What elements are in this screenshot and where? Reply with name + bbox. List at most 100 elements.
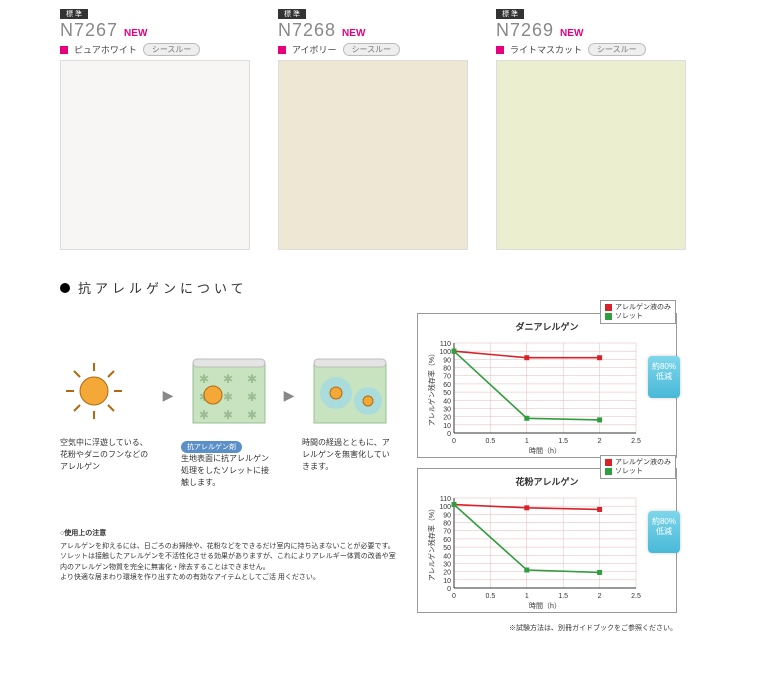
- svg-text:2.5: 2.5: [631, 593, 641, 600]
- new-badge: NEW: [124, 28, 147, 39]
- new-badge: NEW: [342, 28, 365, 39]
- svg-text:0: 0: [447, 586, 451, 593]
- svg-text:50: 50: [443, 545, 451, 552]
- svg-text:2: 2: [598, 438, 602, 445]
- notes-line: アレルゲンを抑えるには、日ごろのお掃除や、花粉などをできるだけ室内に持ち込まない…: [60, 542, 400, 553]
- legend-label: ソレット: [615, 467, 643, 476]
- swatch-image: [496, 60, 686, 250]
- diagram-step: ✱✱✱✱✱✱✱✱✱抗アレルゲン剤生地表面に抗アレルゲン処理をしたソレットに接触し…: [181, 353, 276, 489]
- diagram: 空気中に浮遊している、花粉やダニのフンなどのアレルゲン▶✱✱✱✱✱✱✱✱✱抗アレ…: [60, 353, 405, 489]
- swatch-code: N7269: [496, 20, 554, 41]
- pill-label: 抗アレルゲン剤: [181, 441, 242, 453]
- svg-text:30: 30: [443, 406, 451, 413]
- svg-text:0.5: 0.5: [486, 593, 496, 600]
- swatch-card: 標 準 N7267 NEW ピュアホワイト シースルー: [60, 8, 250, 250]
- swatch-tag: シースルー: [143, 43, 201, 56]
- usage-notes: ○使用上の注意 アレルゲンを抑えるには、日ごろのお掃除や、花粉などをできるだけ室…: [60, 529, 400, 584]
- diagram-caption: 空気中に浮遊している、花粉やダニのフンなどのアレルゲン: [60, 437, 155, 473]
- svg-text:70: 70: [443, 374, 451, 381]
- svg-text:30: 30: [443, 561, 451, 568]
- svg-text:40: 40: [443, 553, 451, 560]
- chart-legend: アレルゲン液のみソレット: [600, 300, 676, 324]
- svg-text:100: 100: [439, 349, 451, 356]
- chart-box: アレルゲン液のみソレット 花粉アレルゲン01020304050607080901…: [417, 468, 677, 613]
- color-square-icon: [60, 46, 68, 54]
- diagram-step: 時間の経過とともに、アレルゲンを無害化していきます。: [302, 353, 397, 473]
- svg-text:✱: ✱: [223, 408, 233, 422]
- diagram-step: 空気中に浮遊している、花粉やダニのフンなどのアレルゲン: [60, 353, 155, 473]
- svg-text:1: 1: [525, 438, 529, 445]
- swatch-card: 標 準 N7269 NEW ライトマスカット シースルー: [496, 8, 686, 250]
- svg-text:20: 20: [443, 415, 451, 422]
- svg-text:10: 10: [443, 578, 451, 585]
- swatch-card: 標 準 N7268 NEW アイボリー シースルー: [278, 8, 468, 250]
- arrow-icon: ▶: [161, 387, 175, 404]
- section-title: 抗アレルゲンについて: [60, 278, 727, 297]
- notes-line: より快適な居まわり環境を作り出すための有効なアイテムとしてご活 用ください。: [60, 573, 400, 584]
- chart-svg: 010203040506070809010011000.511.522.5アレル…: [424, 335, 644, 455]
- svg-text:80: 80: [443, 366, 451, 373]
- svg-text:0: 0: [447, 431, 451, 438]
- chart-footnote: ※試験方法は、別冊ガイドブックをご参照ください。: [417, 623, 677, 633]
- svg-text:2.5: 2.5: [631, 438, 641, 445]
- swatch-top-label: 標 準: [60, 9, 88, 19]
- swatch-tag: シースルー: [343, 43, 401, 56]
- reduction-badge: 約80%低減: [648, 356, 680, 398]
- svg-text:✱: ✱: [247, 408, 257, 422]
- swatch-code: N7268: [278, 20, 336, 41]
- legend-color-icon: [605, 468, 612, 475]
- swatch-top-label: 標 準: [496, 9, 524, 19]
- svg-text:1.5: 1.5: [558, 438, 568, 445]
- section-title-text: 抗アレルゲンについて: [78, 278, 248, 297]
- svg-text:50: 50: [443, 390, 451, 397]
- notes-title: ○使用上の注意: [60, 529, 400, 540]
- chart-svg: 010203040506070809010011000.511.522.5アレル…: [424, 490, 644, 610]
- svg-text:1.5: 1.5: [558, 593, 568, 600]
- chart-box: アレルゲン液のみソレット ダニアレルゲン01020304050607080901…: [417, 313, 677, 458]
- color-square-icon: [278, 46, 286, 54]
- diagram-caption: 時間の経過とともに、アレルゲンを無害化していきます。: [302, 437, 397, 473]
- chart-legend: アレルゲン液のみソレット: [600, 455, 676, 479]
- svg-text:✱: ✱: [247, 390, 257, 404]
- section-dot-icon: [60, 283, 70, 293]
- svg-text:70: 70: [443, 529, 451, 536]
- swatch-image: [60, 60, 250, 250]
- new-badge: NEW: [560, 28, 583, 39]
- svg-text:90: 90: [443, 512, 451, 519]
- svg-text:2: 2: [598, 593, 602, 600]
- svg-text:✱: ✱: [199, 408, 209, 422]
- notes-line: ソレットは接触したアレルゲンを不活性化させる効果がありますが、これによりアレルギ…: [60, 552, 400, 573]
- legend-label: アレルゲン液のみ: [615, 458, 671, 467]
- swatch-name: ライトマスカット: [510, 43, 582, 56]
- swatch-code: N7267: [60, 20, 118, 41]
- legend-color-icon: [605, 304, 612, 311]
- svg-text:90: 90: [443, 357, 451, 364]
- legend-label: ソレット: [615, 312, 643, 321]
- svg-text:✱: ✱: [223, 372, 233, 386]
- reduction-badge: 約80%低減: [648, 511, 680, 553]
- svg-text:アレルゲン残存率（%）: アレルゲン残存率（%）: [427, 350, 436, 426]
- arrow-icon: ▶: [282, 387, 296, 404]
- svg-text:✱: ✱: [223, 390, 233, 404]
- diagram-caption: 生地表面に抗アレルゲン処理をしたソレットに接触します。: [181, 453, 276, 489]
- swatch-name: ピュアホワイト: [74, 43, 137, 56]
- swatch-name: アイボリー: [292, 43, 337, 56]
- svg-text:110: 110: [440, 341, 451, 348]
- legend-color-icon: [605, 459, 612, 466]
- svg-text:時間（h）: 時間（h）: [529, 602, 561, 610]
- svg-text:60: 60: [443, 537, 451, 544]
- svg-text:60: 60: [443, 382, 451, 389]
- svg-text:100: 100: [439, 504, 451, 511]
- svg-text:110: 110: [440, 496, 451, 503]
- charts-column: アレルゲン液のみソレット ダニアレルゲン01020304050607080901…: [417, 313, 677, 633]
- svg-text:0: 0: [452, 593, 456, 600]
- legend-label: アレルゲン液のみ: [615, 303, 671, 312]
- swatch-image: [278, 60, 468, 250]
- svg-text:10: 10: [443, 423, 451, 430]
- svg-text:✱: ✱: [199, 372, 209, 386]
- swatch-row: 標 準 N7267 NEW ピュアホワイト シースルー 標 準 N7268 NE…: [60, 8, 727, 250]
- svg-text:アレルゲン残存率（%）: アレルゲン残存率（%）: [427, 505, 436, 581]
- swatch-tag: シースルー: [588, 43, 646, 56]
- svg-text:0: 0: [452, 438, 456, 445]
- svg-text:1: 1: [525, 593, 529, 600]
